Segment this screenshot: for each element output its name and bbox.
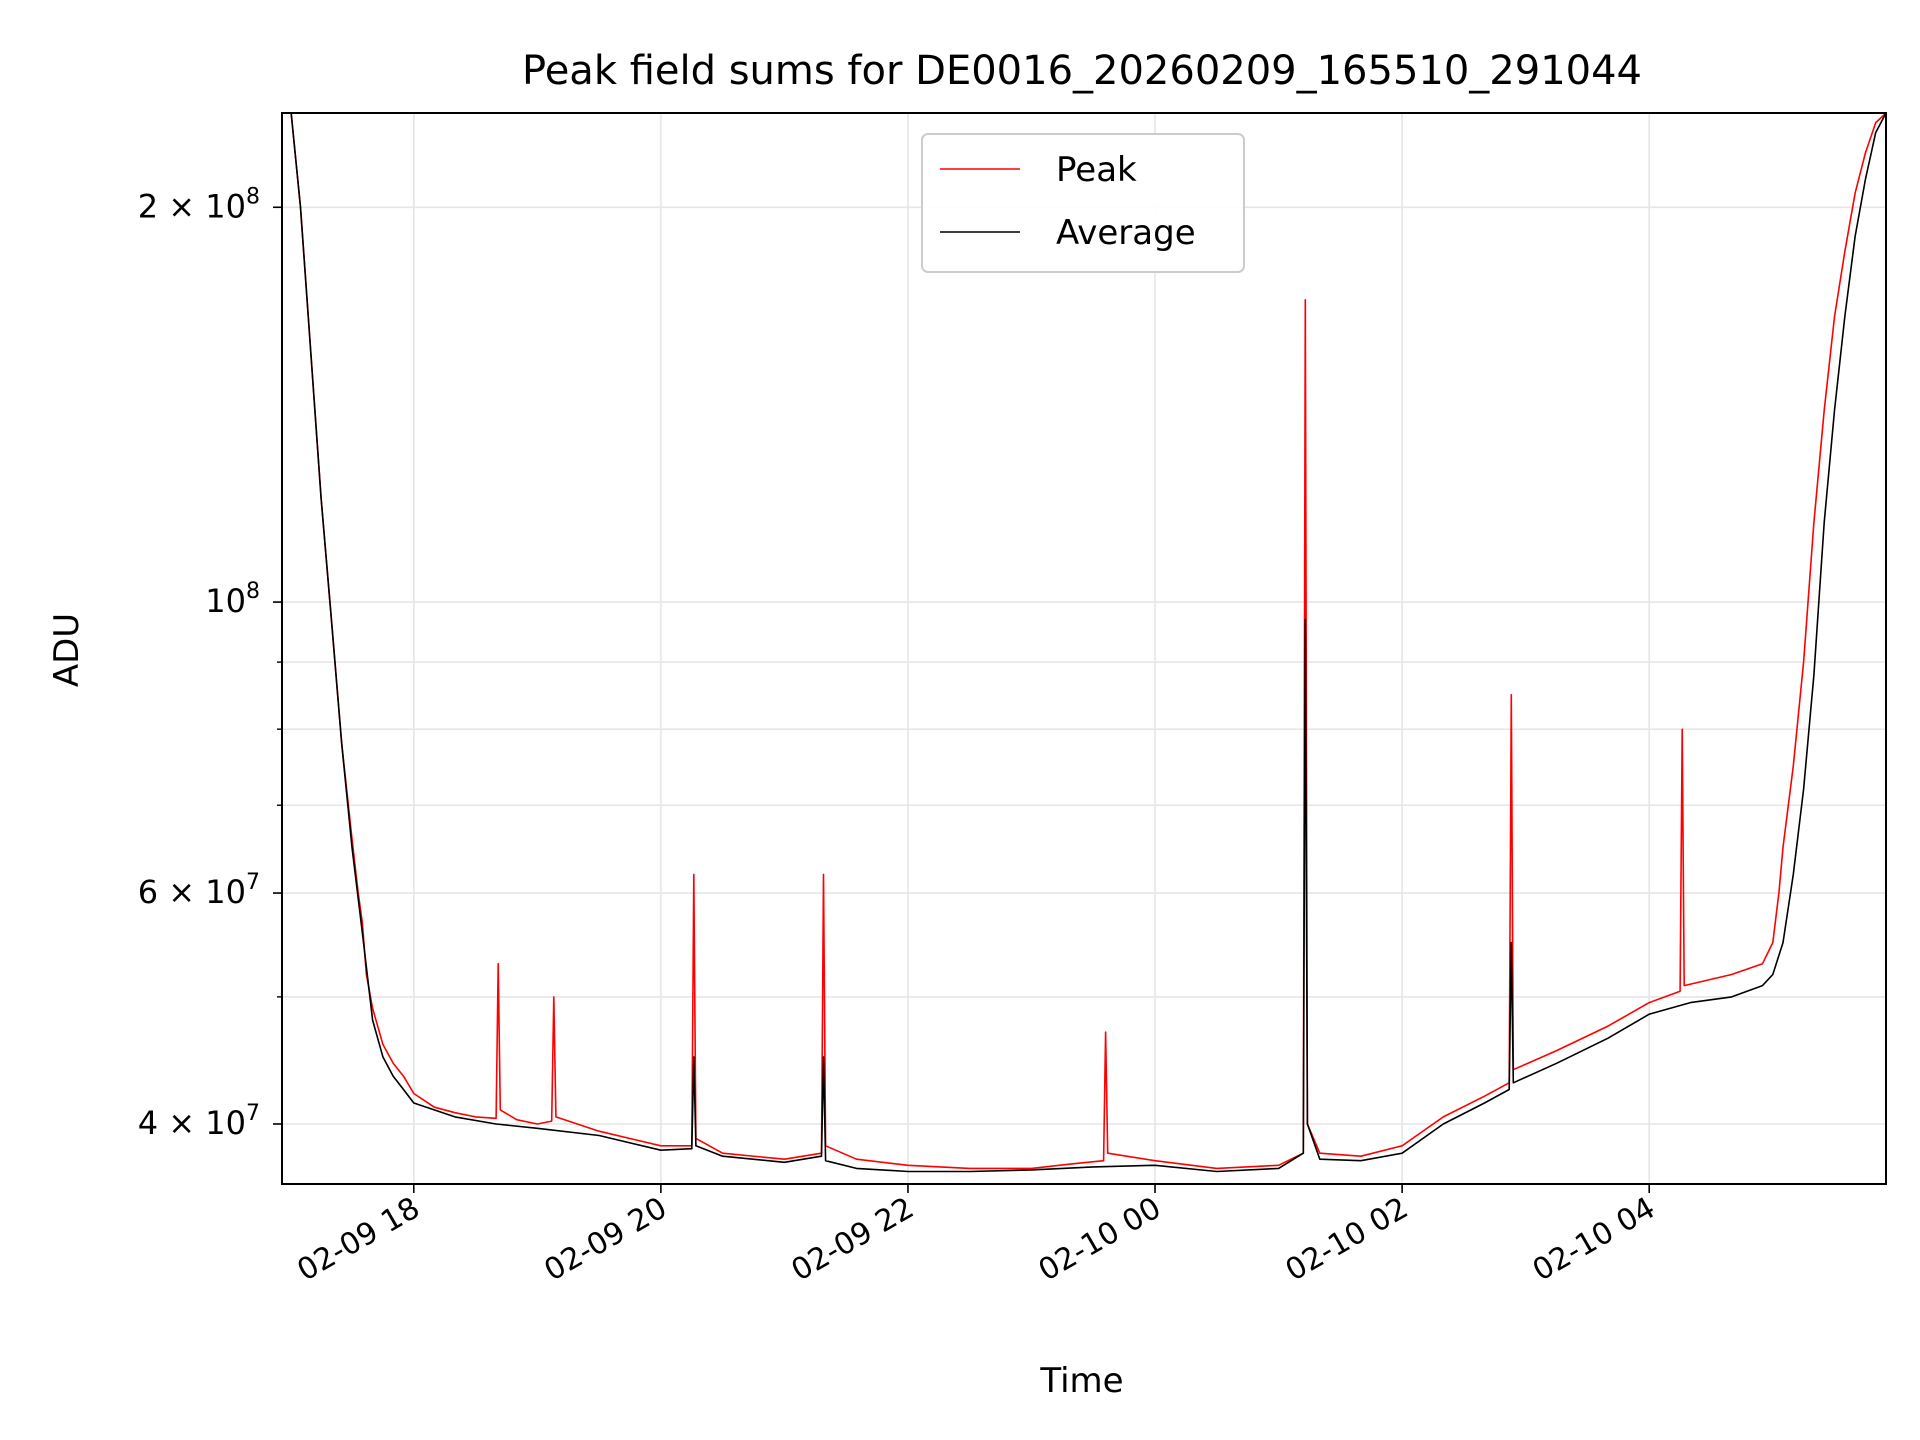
series-line-average — [290, 113, 1886, 1173]
chart-title: Peak field sums for DE0016_20260209_1655… — [522, 48, 1642, 94]
legend-label-average: Average — [1056, 213, 1196, 253]
x-axis-label: Time — [1039, 1361, 1123, 1401]
y-tick-label: 2 × 108 — [138, 184, 260, 225]
series-line-peak — [290, 113, 1886, 1170]
legend: Peak Average — [921, 133, 1245, 273]
y-tick-label: 108 — [205, 579, 260, 620]
y-axis-label: ADU — [47, 613, 87, 687]
y-tick-label: 6 × 107 — [138, 870, 260, 911]
axes-frame — [281, 112, 1887, 1185]
y-tick-label: 4 × 107 — [138, 1101, 260, 1142]
legend-label-peak: Peak — [1056, 150, 1137, 190]
series-group — [290, 113, 1886, 1173]
